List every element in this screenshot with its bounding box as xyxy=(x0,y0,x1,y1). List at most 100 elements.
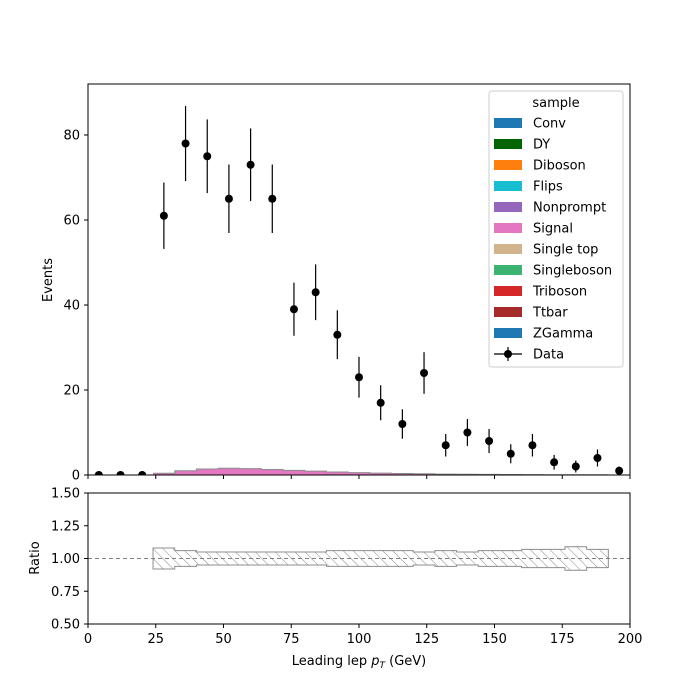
data-marker xyxy=(376,398,385,407)
legend-item: Signal xyxy=(494,222,573,237)
legend-label: Diboson xyxy=(533,159,586,174)
ratio-band-bin xyxy=(348,550,370,567)
x-tick-label: 200 xyxy=(618,632,643,647)
legend-label: Nonprompt xyxy=(533,201,606,216)
legend-label: Single top xyxy=(533,243,598,258)
legend-item: Diboson xyxy=(494,159,586,174)
ratio-y-tick-label: 0.50 xyxy=(51,618,80,633)
x-tick-label: 0 xyxy=(84,632,92,647)
ratio-y-tick-label: 1.00 xyxy=(51,552,80,567)
data-marker xyxy=(138,471,147,475)
x-tick-label: 175 xyxy=(550,632,575,647)
data-point xyxy=(159,182,168,249)
data-marker xyxy=(311,288,320,297)
y-tick-label: 60 xyxy=(63,214,80,229)
legend: sample Conv DY Diboson Flips Nonprompt Signal… xyxy=(488,90,624,368)
y-tick-label: 20 xyxy=(63,384,80,399)
legend-swatch xyxy=(494,118,522,128)
legend-item: Ttbar xyxy=(494,306,568,321)
legend-label: Singleboson xyxy=(533,264,612,279)
data-marker xyxy=(116,471,125,475)
ratio-band-bin xyxy=(586,549,609,568)
legend-label: Signal xyxy=(533,222,573,237)
legend-swatch xyxy=(494,202,522,212)
data-point xyxy=(593,449,602,467)
legend-swatch xyxy=(494,139,522,149)
legend-box xyxy=(488,90,624,368)
data-marker xyxy=(593,454,602,462)
data-point xyxy=(463,419,472,446)
legend-item: Triboson xyxy=(494,285,587,300)
data-point xyxy=(420,352,429,394)
data-marker xyxy=(159,211,168,220)
data-marker xyxy=(463,428,472,437)
y-tick-label: 40 xyxy=(63,299,80,314)
data-point xyxy=(203,119,212,194)
data-point xyxy=(181,105,190,182)
data-point xyxy=(289,282,298,336)
legend-item: Flips xyxy=(494,180,563,195)
x-tick-label: 25 xyxy=(147,632,164,647)
legend-item: DY xyxy=(494,138,550,153)
data-marker xyxy=(203,152,212,161)
legend-item: Single top xyxy=(494,243,598,258)
data-marker xyxy=(181,139,190,148)
ratio-y-tick-label: 0.75 xyxy=(51,585,80,600)
data-point xyxy=(224,164,233,234)
ratio-band-bin xyxy=(564,546,587,571)
data-point xyxy=(506,444,515,464)
ratio-band-bin xyxy=(153,548,175,569)
y-tick-label: 0 xyxy=(72,469,80,484)
x-tick-label: 100 xyxy=(347,632,372,647)
ratio-panel: 0.50 0.75 1.00 1.25 1.50 0 25 50 75 100 125 150 175… xyxy=(28,487,642,672)
y-tick-label: 80 xyxy=(63,129,80,144)
data-marker xyxy=(246,160,255,169)
data-point xyxy=(94,471,103,475)
legend-item: ZGamma xyxy=(494,327,593,342)
data-marker xyxy=(550,458,559,467)
data-point xyxy=(138,471,147,475)
data-marker xyxy=(420,369,429,377)
legend-swatch xyxy=(494,244,522,254)
ratio-y-axis: 0.50 0.75 1.00 1.25 1.50 xyxy=(51,487,88,633)
data-marker xyxy=(94,471,103,475)
data-marker xyxy=(506,449,515,458)
data-marker xyxy=(333,330,342,339)
ratio-band-bin xyxy=(326,550,349,567)
legend-swatch xyxy=(494,181,522,191)
legend-data-marker xyxy=(504,350,512,358)
data-point xyxy=(246,128,255,202)
data-points xyxy=(94,105,624,475)
data-point xyxy=(485,428,494,454)
y-axis: 0 20 40 60 80 xyxy=(63,129,88,484)
x-axis-top xyxy=(87,475,631,479)
data-marker xyxy=(485,437,494,445)
data-point xyxy=(398,409,407,439)
legend-label: Triboson xyxy=(532,285,587,300)
x-axis: 0 25 50 75 100 125 150 175 200 xyxy=(84,624,643,647)
data-point xyxy=(528,434,537,457)
x-tick-label: 150 xyxy=(482,632,507,647)
legend-swatch xyxy=(494,160,522,170)
legend-label: ZGamma xyxy=(533,327,593,342)
legend-swatch xyxy=(494,265,522,275)
legend-label: Data xyxy=(533,348,564,363)
x-axis-label: Leading lep pT (GeV) xyxy=(292,654,426,671)
legend-label: DY xyxy=(533,138,550,153)
legend-swatch xyxy=(494,223,522,233)
data-point xyxy=(441,434,450,457)
data-marker xyxy=(615,466,624,475)
data-point xyxy=(116,471,125,475)
x-tick-label: 125 xyxy=(414,632,439,647)
data-marker xyxy=(398,420,407,428)
data-point xyxy=(311,264,320,321)
ratio-band-outline xyxy=(152,546,609,571)
ratio-band-bin xyxy=(174,550,197,567)
data-marker xyxy=(355,373,363,382)
data-point xyxy=(333,310,342,360)
x-tick-label: 75 xyxy=(283,632,300,647)
legend-item: Nonprompt xyxy=(494,201,606,216)
data-marker xyxy=(289,305,298,314)
data-point xyxy=(268,164,277,234)
legend-label: Flips xyxy=(533,180,563,195)
